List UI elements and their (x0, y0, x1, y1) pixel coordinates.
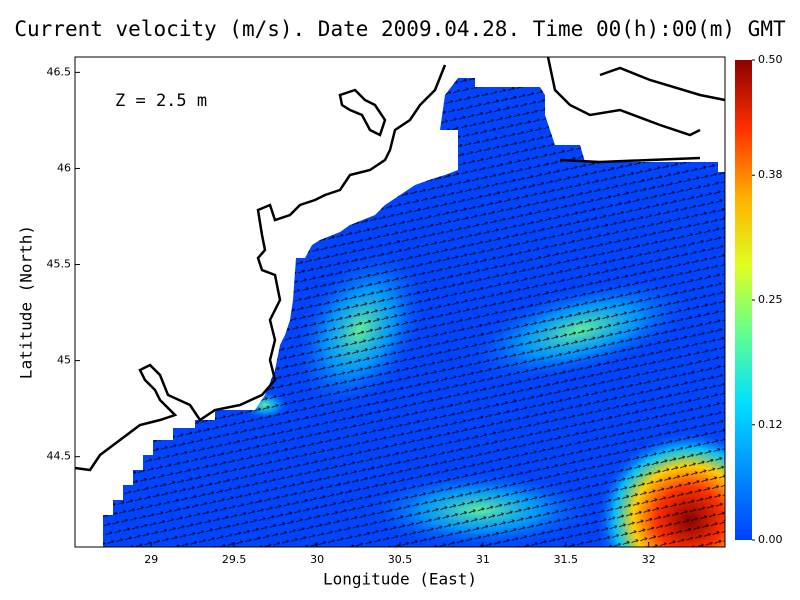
velocity-field (103, 78, 725, 547)
y-tick-label: 45 (57, 354, 71, 367)
coastline (74, 56, 726, 472)
x-tick-label: 31.5 (554, 553, 579, 566)
colorbar-tick-label: 0.25 (758, 293, 783, 306)
x-tick-label: 30.5 (388, 553, 413, 566)
colorbar-tick-label: 0.38 (758, 168, 783, 181)
depth-annotation: Z = 2.5 m (115, 91, 207, 111)
y-tick-label: 45.5 (47, 258, 72, 271)
y-axis-label: Latitude (North) (17, 225, 36, 379)
velocity-arrows (103, 78, 725, 547)
x-tick-label: 29 (144, 553, 158, 566)
x-tick-label: 31 (476, 553, 490, 566)
y-tick-label: 46.5 (47, 65, 72, 78)
x-tick-label: 30 (310, 553, 324, 566)
colorbar-tick-label: 0.12 (758, 418, 783, 431)
x-tick-label: 32 (642, 553, 656, 566)
x-tick-label: 29.5 (222, 553, 247, 566)
x-axis-label: Longitude (East) (323, 570, 477, 589)
chart-title: Current velocity (m/s). Date 2009.04.28.… (14, 17, 786, 41)
y-tick-label: 44.5 (47, 450, 72, 463)
colorbar-tick-label: 0.00 (758, 533, 783, 546)
colorbar (735, 60, 752, 540)
colorbar-tick-label: 0.50 (758, 53, 783, 66)
y-tick-label: 46 (57, 161, 71, 174)
